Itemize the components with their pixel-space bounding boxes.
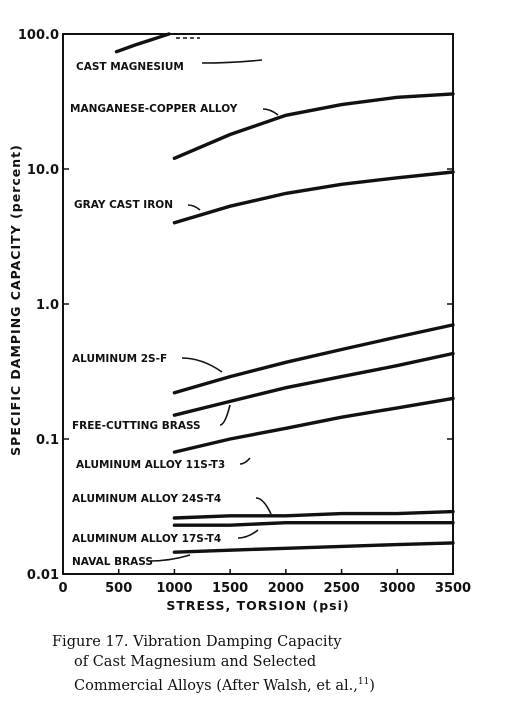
y-tick-label: 0.01 bbox=[27, 568, 59, 583]
x-tick-label: 1000 bbox=[156, 581, 192, 596]
x-tick-label: 2500 bbox=[323, 581, 359, 596]
x-tick-label: 2000 bbox=[268, 581, 304, 596]
series-line bbox=[114, 32, 171, 54]
y-tick-label: 1.0 bbox=[36, 298, 59, 313]
x-tick-label: 3500 bbox=[435, 581, 471, 596]
label-pointer bbox=[181, 357, 223, 373]
series-label: ALUMINUM ALLOY 11S-T3 bbox=[76, 459, 225, 471]
y-tick-label: 10.0 bbox=[27, 163, 59, 178]
x-axis-ticks: 0 500 1000 1500 2000 2500 3000 3500 bbox=[58, 569, 471, 596]
y-axis-label: SPECIFIC DAMPING CAPACITY (percent) bbox=[8, 144, 23, 456]
series-label: FREE-CUTTING BRASS bbox=[72, 420, 201, 432]
label-pointer bbox=[187, 204, 201, 211]
x-tick-label: 3000 bbox=[379, 581, 415, 596]
y-tick-label: 0.1 bbox=[36, 433, 59, 448]
series-label: NAVAL BRASS bbox=[72, 556, 153, 568]
series-label: ALUMINUM ALLOY 24S-T4 bbox=[72, 493, 221, 505]
caption-close-paren: ) bbox=[369, 677, 375, 694]
y-tick-label: 100.0 bbox=[18, 28, 59, 43]
series-line bbox=[172, 170, 455, 225]
series-lines bbox=[114, 32, 455, 554]
series-label: MANGANESE-COPPER ALLOY bbox=[70, 103, 238, 115]
y-axis-ticks: 0.01 0.1 1.0 10.0 100.0 bbox=[18, 28, 453, 583]
caption-line-3-text: Commercial Alloys (After Walsh, et al., bbox=[74, 677, 358, 694]
series-line bbox=[172, 92, 455, 160]
series-line bbox=[172, 509, 455, 520]
label-pointer bbox=[237, 529, 259, 539]
x-tick-label: 0 bbox=[58, 581, 67, 596]
caption-line-1: Figure 17. Vibration Damping Capacity bbox=[52, 634, 342, 650]
label-pointer bbox=[255, 497, 272, 515]
label-pointer bbox=[149, 554, 191, 562]
label-pointer bbox=[262, 108, 279, 116]
series-line bbox=[172, 396, 455, 454]
series-label: GRAY CAST IRON bbox=[74, 199, 173, 211]
series-label: ALUMINUM ALLOY 17S-T4 bbox=[72, 533, 221, 545]
series-line bbox=[172, 541, 455, 554]
series-line bbox=[172, 521, 455, 527]
label-pointer bbox=[219, 404, 231, 426]
caption-line-2: of Cast Magnesium and Selected bbox=[74, 654, 317, 670]
series-label: CAST MAGNESIUM bbox=[76, 61, 184, 73]
label-pointer bbox=[201, 59, 263, 64]
x-tick-label: 500 bbox=[105, 581, 132, 596]
label-pointer bbox=[239, 457, 251, 465]
series-labels: CAST MAGNESIUM MANGANESE-COPPER ALLOY GRAY… bbox=[70, 59, 279, 568]
x-tick-label: 1500 bbox=[212, 581, 248, 596]
x-axis-label: STRESS, TORSION (psi) bbox=[166, 598, 349, 613]
series-label: ALUMINUM 2S-F bbox=[72, 353, 167, 365]
caption-reference: 11 bbox=[357, 677, 370, 687]
series-line bbox=[172, 351, 455, 417]
caption-line-3: Commercial Alloys (After Walsh, et al.,1… bbox=[0, 672, 506, 696]
figure-caption: Figure 17. Vibration Damping Capacity of… bbox=[0, 632, 506, 696]
series-line bbox=[172, 323, 455, 395]
